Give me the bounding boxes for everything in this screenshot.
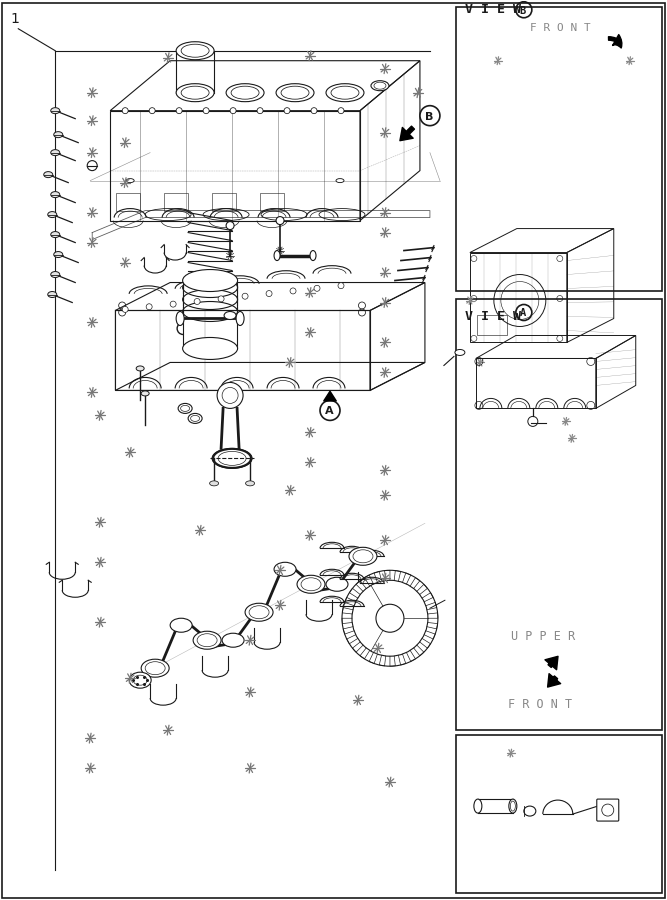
- Bar: [477, 316, 507, 336]
- Circle shape: [230, 108, 236, 113]
- Circle shape: [311, 108, 317, 113]
- Ellipse shape: [51, 272, 60, 277]
- Circle shape: [320, 400, 340, 420]
- Circle shape: [149, 108, 155, 113]
- Circle shape: [122, 306, 128, 312]
- Circle shape: [290, 288, 296, 294]
- Ellipse shape: [212, 448, 252, 468]
- FancyArrowPatch shape: [608, 34, 622, 48]
- Ellipse shape: [245, 481, 255, 486]
- Ellipse shape: [336, 178, 344, 183]
- Ellipse shape: [44, 172, 53, 177]
- Ellipse shape: [141, 391, 149, 396]
- Ellipse shape: [326, 577, 348, 591]
- Circle shape: [528, 417, 538, 427]
- Ellipse shape: [349, 547, 377, 565]
- Text: A: A: [325, 407, 334, 417]
- Ellipse shape: [136, 366, 144, 371]
- Ellipse shape: [226, 84, 264, 102]
- Text: B: B: [520, 5, 526, 15]
- Bar: [116, 193, 140, 211]
- Ellipse shape: [54, 131, 63, 138]
- Ellipse shape: [222, 634, 244, 647]
- Bar: [456, 299, 662, 730]
- Bar: [456, 7, 662, 291]
- Ellipse shape: [51, 192, 60, 198]
- Ellipse shape: [54, 251, 63, 257]
- Ellipse shape: [236, 311, 244, 326]
- Ellipse shape: [245, 603, 273, 621]
- Bar: [164, 193, 188, 211]
- Ellipse shape: [48, 212, 57, 218]
- Circle shape: [203, 108, 209, 113]
- Circle shape: [314, 285, 320, 292]
- Text: F R O N T: F R O N T: [530, 22, 590, 32]
- FancyArrowPatch shape: [323, 392, 336, 400]
- Ellipse shape: [326, 84, 364, 102]
- Text: B: B: [425, 112, 434, 122]
- Text: A: A: [520, 309, 526, 319]
- Ellipse shape: [509, 799, 517, 813]
- Ellipse shape: [224, 311, 236, 320]
- Circle shape: [146, 304, 152, 310]
- FancyArrowPatch shape: [545, 656, 558, 670]
- Ellipse shape: [183, 338, 237, 359]
- Ellipse shape: [176, 41, 214, 59]
- Ellipse shape: [51, 149, 60, 156]
- Ellipse shape: [170, 618, 192, 632]
- FancyBboxPatch shape: [597, 799, 619, 821]
- Text: V I E W: V I E W: [465, 310, 521, 323]
- Ellipse shape: [274, 250, 280, 260]
- Ellipse shape: [188, 413, 202, 423]
- FancyArrowPatch shape: [548, 674, 561, 687]
- Circle shape: [242, 293, 248, 299]
- Circle shape: [420, 105, 440, 126]
- Text: F R O N T: F R O N T: [508, 698, 572, 711]
- Ellipse shape: [193, 631, 221, 649]
- Circle shape: [217, 382, 243, 409]
- Circle shape: [257, 108, 263, 113]
- Bar: [260, 193, 284, 211]
- Circle shape: [226, 221, 234, 230]
- Circle shape: [87, 160, 97, 171]
- Ellipse shape: [141, 659, 169, 677]
- Ellipse shape: [183, 269, 237, 292]
- Ellipse shape: [274, 562, 296, 576]
- Circle shape: [122, 108, 128, 113]
- Ellipse shape: [51, 231, 60, 238]
- Circle shape: [338, 283, 344, 289]
- Text: 1: 1: [10, 12, 19, 26]
- Ellipse shape: [524, 806, 536, 816]
- Ellipse shape: [51, 108, 60, 113]
- Circle shape: [266, 291, 272, 297]
- Circle shape: [338, 108, 344, 113]
- Circle shape: [176, 108, 182, 113]
- Ellipse shape: [126, 178, 134, 183]
- Bar: [456, 735, 662, 893]
- Ellipse shape: [474, 799, 482, 813]
- Ellipse shape: [48, 292, 57, 298]
- Ellipse shape: [176, 311, 184, 326]
- Ellipse shape: [129, 672, 151, 688]
- Text: V I E W: V I E W: [465, 3, 521, 15]
- Circle shape: [342, 571, 438, 666]
- Ellipse shape: [209, 481, 219, 486]
- Ellipse shape: [276, 84, 314, 102]
- Ellipse shape: [371, 81, 389, 91]
- Ellipse shape: [176, 84, 214, 102]
- Circle shape: [170, 302, 176, 307]
- Ellipse shape: [297, 575, 325, 593]
- Ellipse shape: [455, 349, 465, 356]
- FancyArrowPatch shape: [400, 126, 414, 140]
- Circle shape: [218, 296, 224, 302]
- Ellipse shape: [310, 250, 316, 260]
- Text: U P P E R: U P P E R: [511, 630, 575, 644]
- Circle shape: [194, 299, 200, 304]
- Circle shape: [284, 108, 290, 113]
- Bar: [212, 193, 236, 211]
- Circle shape: [276, 217, 284, 225]
- Ellipse shape: [178, 403, 192, 413]
